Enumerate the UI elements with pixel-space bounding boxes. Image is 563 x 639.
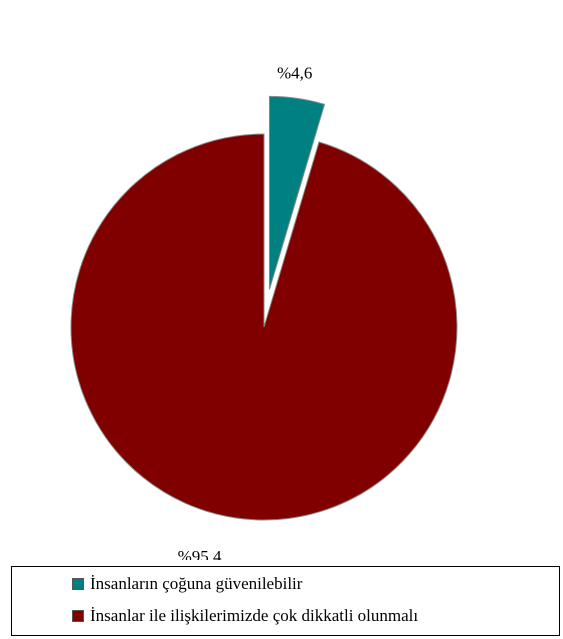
legend-swatch-trust (72, 578, 84, 590)
pie-slice-careful (70, 133, 458, 521)
legend-item-trust: İnsanların çoğuna güvenilebilir (72, 573, 302, 595)
legend-swatch-careful (72, 610, 84, 622)
legend-item-careful: İnsanlar ile ilişkilerimizde çok dikkatl… (72, 605, 418, 627)
chart-legend: İnsanların çoğuna güvenilebilir İnsanlar… (11, 566, 560, 636)
pie-chart-plot: %4,6 %95,4 (70, 64, 458, 566)
data-label-careful: %95,4 (178, 547, 222, 560)
legend-label-careful: İnsanlar ile ilişkilerimizde çok dikkatl… (90, 606, 419, 625)
pie-slice-trust (268, 95, 326, 290)
legend-label-trust: İnsanların çoğuna güvenilebilir (90, 574, 303, 593)
data-label-trust: %4,6 (277, 64, 312, 83)
